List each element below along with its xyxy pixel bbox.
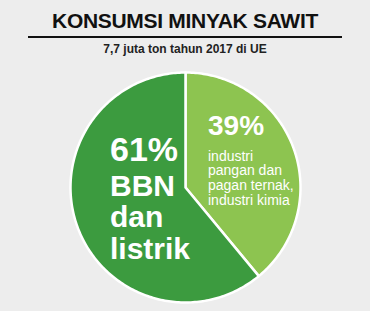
- svg-text:61%: 61%: [110, 130, 178, 168]
- svg-text:industripangan danpagan ternak: industripangan danpagan ternak,industri …: [208, 148, 294, 208]
- html-text:7,7 juta ton tahun 2017 di UE: 7,7 juta ton tahun 2017 di UE: [103, 42, 267, 56]
- svg-text:BBNdanlistrik: BBNdanlistrik: [110, 169, 190, 265]
- html-text:KONSUMSI MINYAK SAWIT: KONSUMSI MINYAK SAWIT: [52, 9, 318, 32]
- svg-text:39%: 39%: [208, 110, 264, 141]
